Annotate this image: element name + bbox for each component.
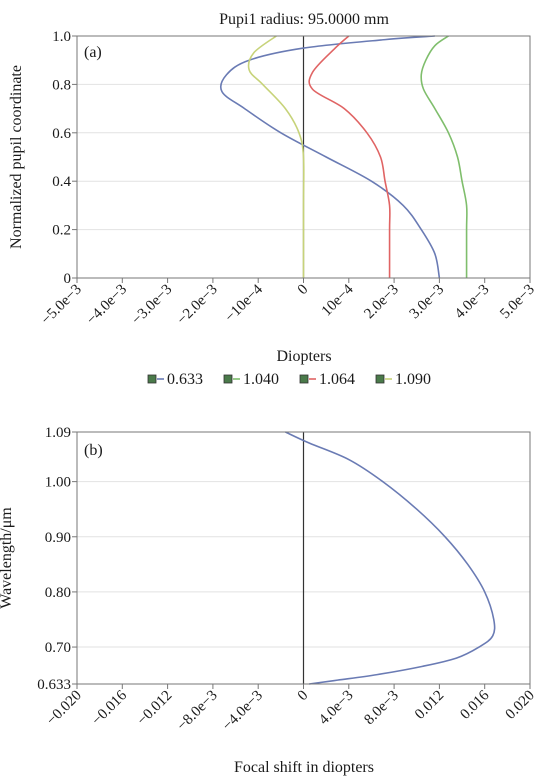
chart-a-panel-label: (a) bbox=[84, 44, 102, 61]
chart-a-series-line-1.064 bbox=[308, 35, 391, 278]
chart-b-y-tick-label: 0.80 bbox=[45, 585, 71, 601]
chart-a-series-line-1.090 bbox=[247, 35, 305, 279]
legend-item: 1.064 bbox=[299, 371, 355, 388]
legend-marker bbox=[375, 374, 385, 384]
chart-a-legend: 0.633 1.040 1.064 1.090 bbox=[147, 371, 431, 388]
chart-a-y-tick-label: 0.6 bbox=[52, 126, 71, 142]
chart-a-x-tick-label: −5.0e−3 bbox=[38, 282, 85, 329]
chart-b-x-tick-label: 0.020 bbox=[503, 688, 538, 723]
legend-marker bbox=[299, 374, 309, 384]
legend-marker bbox=[147, 374, 157, 384]
chart-a-y-ticks: 0 0.2 0.4 0.6 0.8 1.0 bbox=[52, 29, 77, 287]
chart-b-x-tick-label: −0.012 bbox=[134, 688, 175, 729]
legend-label: 1.040 bbox=[243, 371, 279, 388]
chart-a-x-tick-label: −2.0e−3 bbox=[174, 282, 221, 329]
chart-b-x-tick-label: 0.016 bbox=[457, 687, 493, 723]
chart-b-x-tick-label: 8.0e−3 bbox=[361, 688, 402, 729]
chart-b-x-tick-label: −0.016 bbox=[89, 687, 131, 729]
chart-b-x-axis-label: Focal shift in diopters bbox=[234, 759, 374, 776]
legend-label: 1.064 bbox=[319, 371, 355, 388]
chart-b-y-ticks: 0.633 0.70 0.80 0.90 1.00 1.09 bbox=[37, 425, 77, 693]
chart-a-y-tick-label: 0.2 bbox=[52, 223, 71, 239]
chart-b-series-line-1 bbox=[285, 431, 496, 685]
chart-a-series bbox=[219, 35, 468, 279]
chart-b-x-tick-label: −8.0e−3 bbox=[174, 688, 221, 735]
chart-a-x-tick-label: 5.0e−3 bbox=[497, 282, 538, 323]
chart-b-x-tick-label: −4.0e−3 bbox=[219, 688, 266, 735]
legend-label: 1.090 bbox=[395, 371, 431, 388]
legend-marker bbox=[223, 374, 233, 384]
chart-b-y-tick-label: 1.00 bbox=[45, 475, 71, 491]
chart-a-y-tick-label: 0.8 bbox=[52, 77, 71, 93]
chart-b-y-tick-label: 0.90 bbox=[45, 530, 71, 546]
chart-a-x-tick-label: −3.0e−3 bbox=[129, 282, 176, 329]
chart-b-x-tick-label: 0.012 bbox=[412, 688, 447, 723]
chart-a-y-axis-label: Normalized pupil coordinate bbox=[8, 65, 25, 249]
legend-item: 1.090 bbox=[375, 371, 431, 388]
chart-b-x-tick-label: −0.020 bbox=[44, 688, 85, 729]
chart-a-x-tick-label: 0 bbox=[295, 282, 312, 299]
chart-a-x-tick-label: 10e−4 bbox=[319, 281, 357, 319]
chart-b-y-tick-label: 0.633 bbox=[37, 677, 71, 693]
chart-a-y-tick-label: 0 bbox=[64, 271, 72, 287]
chart-a-x-tick-label: 3.0e−3 bbox=[407, 282, 448, 323]
chart-b-y-tick-label: 0.70 bbox=[45, 640, 71, 656]
chart-b-x-tick-label: 0 bbox=[295, 688, 312, 705]
chart-a-series-line-0.633 bbox=[219, 35, 441, 279]
chart-b-panel-label: (b) bbox=[84, 442, 103, 459]
legend-label: 0.633 bbox=[167, 371, 203, 388]
chart-a-x-tick-label: 4.0e−3 bbox=[452, 282, 493, 323]
legend-item: 0.633 bbox=[147, 371, 203, 388]
chart-a-x-tick-label: −4.0e−3 bbox=[84, 282, 131, 329]
legend-item: 1.040 bbox=[223, 371, 279, 388]
chart-a-x-tick-label: −10e−4 bbox=[222, 281, 266, 325]
chart-a-series-line-1.040 bbox=[420, 35, 468, 278]
chart-b-y-axis-label: Wavelength/μm bbox=[0, 507, 15, 609]
chart-b-series bbox=[285, 431, 496, 685]
chart-b-x-ticks: −0.020 −0.016 −0.012−8.0e−3−4.0e−3 0 4.0e−3 8… bbox=[44, 684, 538, 734]
chart-a-y-tick-label: 1.0 bbox=[52, 29, 71, 45]
chart-a-y-tick-label: 0.4 bbox=[52, 174, 71, 190]
chart-a-x-tick-label: 2.0e−3 bbox=[361, 282, 402, 323]
chart-b: 0.633 0.70 0.80 0.90 1.00 1.09 −0.020 −0.016 −0… bbox=[0, 425, 538, 776]
chart-b-y-tick-label: 1.09 bbox=[45, 425, 71, 441]
chart-b-x-tick-label: 4.0e−3 bbox=[316, 688, 357, 729]
chart-a: Pupi1 radius: 95.0000 mm 0 0.2 0.4 0.6 0.8 1.… bbox=[8, 11, 538, 388]
chart-a-x-axis-label: Diopters bbox=[276, 348, 331, 365]
chart-a-title: Pupi1 radius: 95.0000 mm bbox=[219, 11, 389, 28]
chart-a-x-ticks: −5.0e−3−4.0e−3−3.0e−3−2.0e−3 −10e−4 0 10e−4… bbox=[38, 278, 538, 328]
